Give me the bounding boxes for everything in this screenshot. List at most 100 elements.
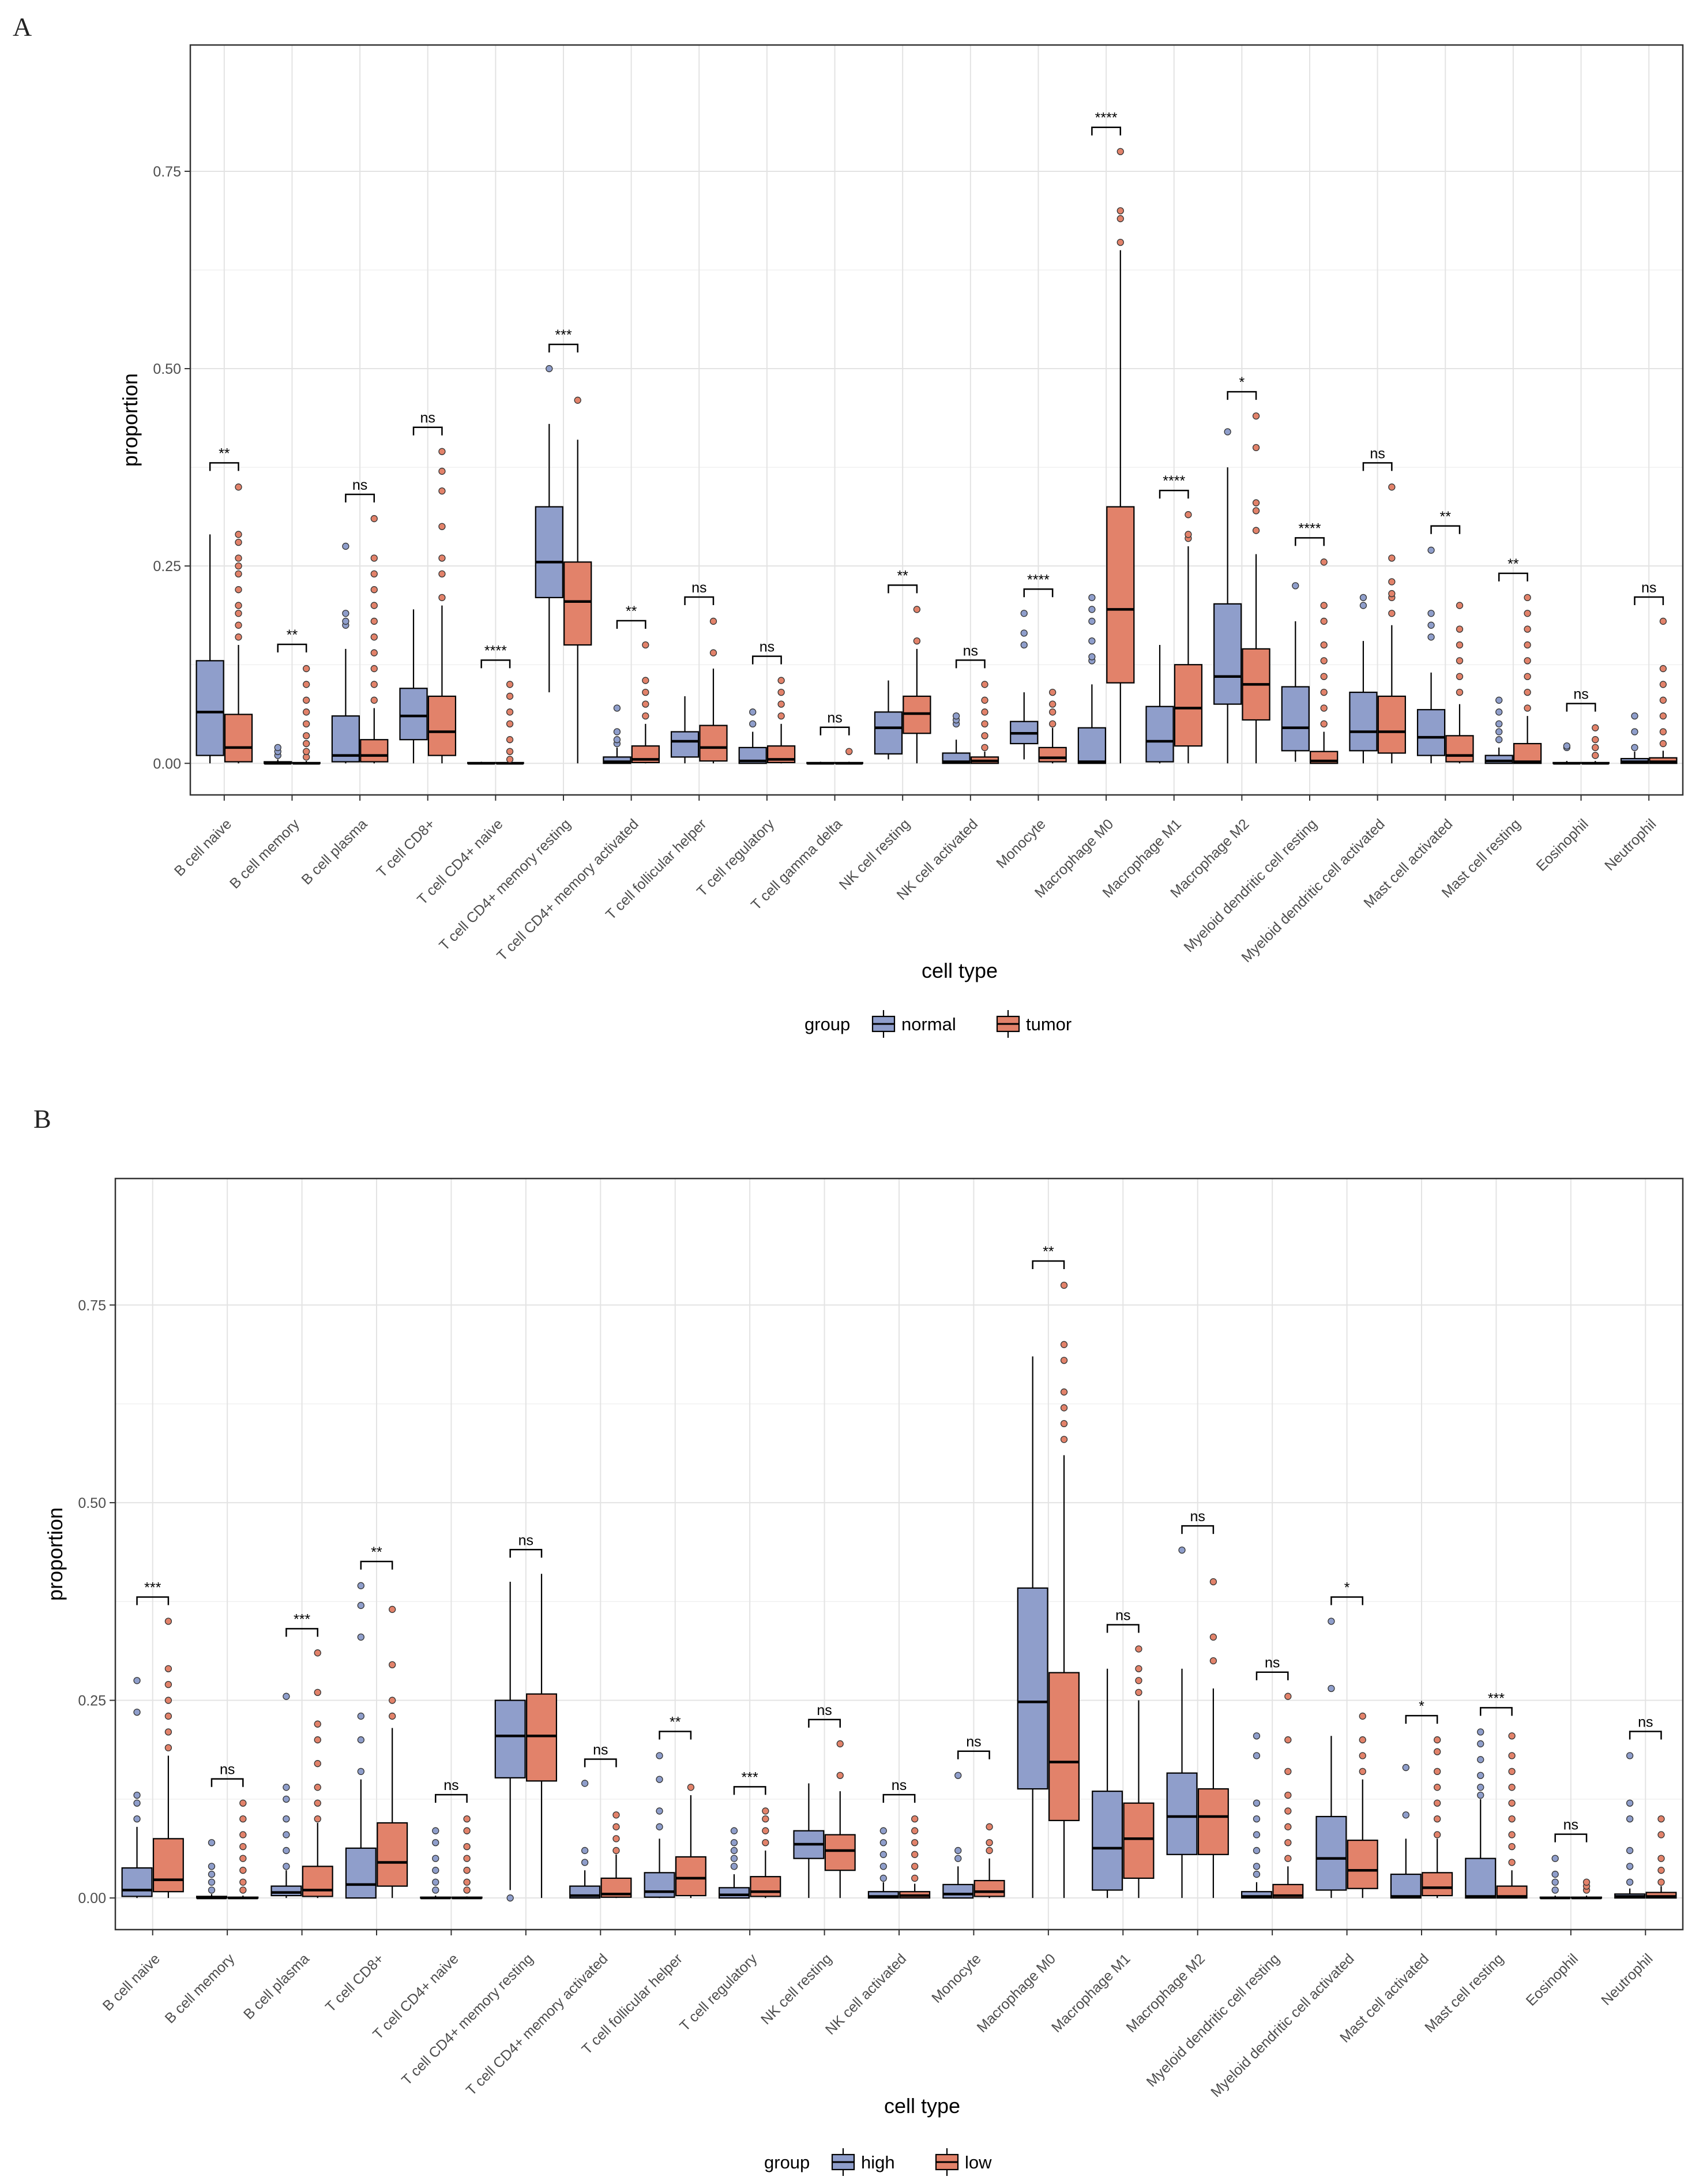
outlier-point [1495,736,1503,744]
outlier-point [1320,617,1328,625]
significance-bracket: ** [1430,509,1461,534]
box-high-9 [793,1783,825,1898]
outlier-point [1388,610,1396,617]
significance-label: ns [817,1702,832,1718]
outlier-point [613,704,621,712]
box-low-0 [152,1618,184,1898]
outlier-point [357,1601,364,1609]
outlier-point [357,1712,364,1720]
outlier-point [911,1827,919,1834]
outlier-point [581,1847,589,1855]
box-normal-20 [1552,742,1581,765]
box-body [1197,1788,1229,1855]
outlier-point [1631,712,1638,720]
outlier-point [283,1693,290,1700]
outlier-point [1495,708,1503,716]
box-body [345,1847,377,1899]
outlier-point [642,700,649,708]
box-normal-7 [670,696,700,764]
significance-bracket: * [1227,374,1257,400]
outlier-point [274,744,281,752]
outlier-point [283,1863,290,1870]
box-low-16 [1347,1712,1378,1898]
box-tumor-21 [1649,617,1678,764]
bracket-line [1362,462,1393,471]
significance-bracket: ns [1629,1714,1662,1740]
outlier-point [879,1874,887,1882]
outlier-point [208,1839,216,1847]
outlier-point [730,1855,738,1862]
box-tumor-13 [1106,148,1135,764]
significance-bracket: ns [1554,1817,1588,1842]
outlier-point [1659,740,1667,748]
box-body [1038,746,1067,763]
box-normal-17 [1349,594,1378,764]
box-high-7 [644,1752,675,1898]
box-normal-6 [603,704,631,764]
outlier-point [370,633,378,641]
outlier-point [432,1855,439,1862]
outlier-point [612,1835,620,1842]
y-tick-label: 0.00 [78,1890,106,1907]
outlier-point [357,1736,364,1744]
box-body [750,1876,781,1897]
bracket-line [1181,1525,1215,1534]
outlier-point [1252,507,1260,515]
box-tumor-20 [1581,724,1610,765]
outlier-point [1185,511,1192,519]
box-normal-13 [1077,594,1107,764]
outlier-point [1253,1870,1261,1878]
outlier-point [1116,238,1124,246]
outlier-point [506,748,514,755]
outlier-point [1359,1768,1366,1776]
box-body [699,725,728,762]
box-tumor-10 [903,606,931,764]
outlier-point [303,665,310,673]
outlier-point [438,487,446,495]
outlier-point [911,1863,919,1870]
outlier-point [1524,594,1531,602]
outlier-point [1508,1842,1516,1851]
outlier-point [1328,1618,1335,1625]
box-body [224,714,253,763]
significance-label: *** [1488,1690,1505,1706]
significance-label: **** [1027,572,1050,588]
outlier-point [777,712,785,720]
outlier-point [642,677,649,684]
outlier-point [656,1776,663,1783]
plot-border [189,44,1684,796]
box-high-12 [1017,1356,1048,1898]
outlier-point [370,570,378,577]
outlier-point [1284,1736,1292,1744]
bracket-line [1480,1707,1513,1716]
outlier-point [1320,657,1328,665]
legend-key-low [935,2148,959,2176]
outlier-point [1135,1665,1142,1672]
box-normal-8 [738,708,767,764]
box-body [1347,1840,1378,1889]
significance-bracket: ** [1032,1244,1065,1270]
outlier-point [1659,681,1667,688]
outlier-point [463,1827,471,1834]
bracket-line [1295,537,1325,546]
outlier-point [1626,1799,1634,1807]
outlier-point [303,696,310,704]
outlier-point [1135,1645,1142,1653]
box-body [1213,603,1242,705]
box-normal-18 [1416,546,1446,764]
significance-bracket: ** [888,568,918,594]
outlier-point [1224,428,1231,436]
box-normal-15 [1213,428,1242,764]
x-axis-title: cell type [922,959,998,982]
outlier-point [1388,578,1396,586]
outlier-point [836,1740,844,1748]
box-tumor-9 [834,748,863,765]
outlier-point [164,1618,172,1625]
outlier-point [879,1851,887,1858]
box-body [1174,664,1203,747]
box-low-11 [973,1823,1005,1898]
outlier-point [1456,625,1464,633]
significance-label: ns [1265,1655,1280,1671]
bracket-line [1023,588,1054,598]
bracket-line [1159,489,1189,499]
